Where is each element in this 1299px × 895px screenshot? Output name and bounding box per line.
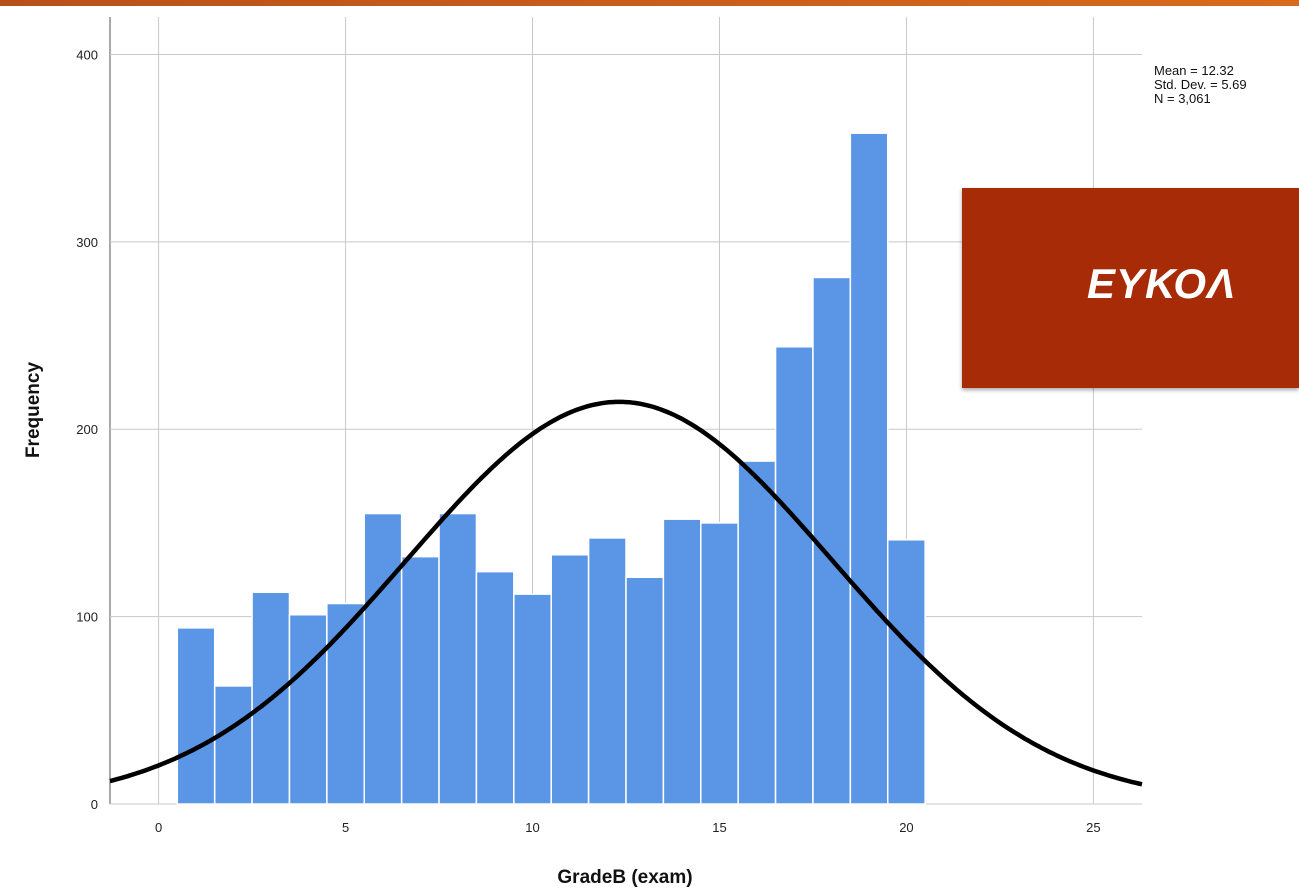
stats-line: Std. Dev. = 5.69 [1154, 77, 1247, 92]
histogram-bar [587, 537, 627, 805]
x-tick-label: 10 [525, 820, 539, 835]
x-tick-label: 25 [1086, 820, 1100, 835]
x-tick-label: 20 [899, 820, 913, 835]
stats-line: Mean = 12.32 [1154, 63, 1234, 78]
normal-curve [109, 399, 1143, 787]
histogram-bar [438, 512, 478, 805]
histogram-bar [812, 276, 852, 805]
y-tick-label: 200 [76, 422, 98, 437]
histogram-bar [700, 522, 739, 805]
normal-curve-layer [109, 399, 1143, 787]
overlay-banner-text: ΕΥΚΟΛ [1087, 260, 1237, 307]
overlay-banner: ΕΥΚΟΛ [962, 188, 1299, 388]
y-tick-label: 400 [76, 47, 98, 62]
histogram-bar [625, 576, 665, 805]
histogram-bar [737, 460, 777, 805]
histogram-bar [774, 346, 814, 805]
histogram-bar [400, 555, 440, 805]
stats-line: N = 3,061 [1154, 91, 1211, 106]
y-tick-label: 100 [76, 610, 98, 625]
y-axis-title: Frequency [23, 362, 44, 459]
histogram-bar [550, 554, 590, 805]
y-tick-label: 0 [91, 797, 98, 812]
histogram-bar [213, 685, 253, 805]
histogram-bar [176, 627, 216, 805]
x-tick-label: 15 [712, 820, 726, 835]
histogram-bar [475, 570, 515, 805]
histogram-bars [176, 132, 926, 805]
histogram-bar [849, 132, 889, 805]
histogram-bar [513, 593, 552, 805]
histogram-bar [363, 512, 403, 805]
x-tick-label: 5 [342, 820, 349, 835]
y-tick-label: 300 [76, 235, 98, 250]
x-axis-title: GradeB (exam) [557, 867, 692, 888]
histogram-bar [288, 613, 328, 805]
tick-labels: 0 5 10 15 20 25 0 100 200 300 400 [76, 47, 1100, 835]
histogram-bar [326, 602, 366, 805]
top-accent-bar [0, 0, 1299, 6]
histogram-bar [886, 539, 926, 805]
histogram-bar [662, 518, 702, 805]
x-tick-label: 0 [155, 820, 162, 835]
